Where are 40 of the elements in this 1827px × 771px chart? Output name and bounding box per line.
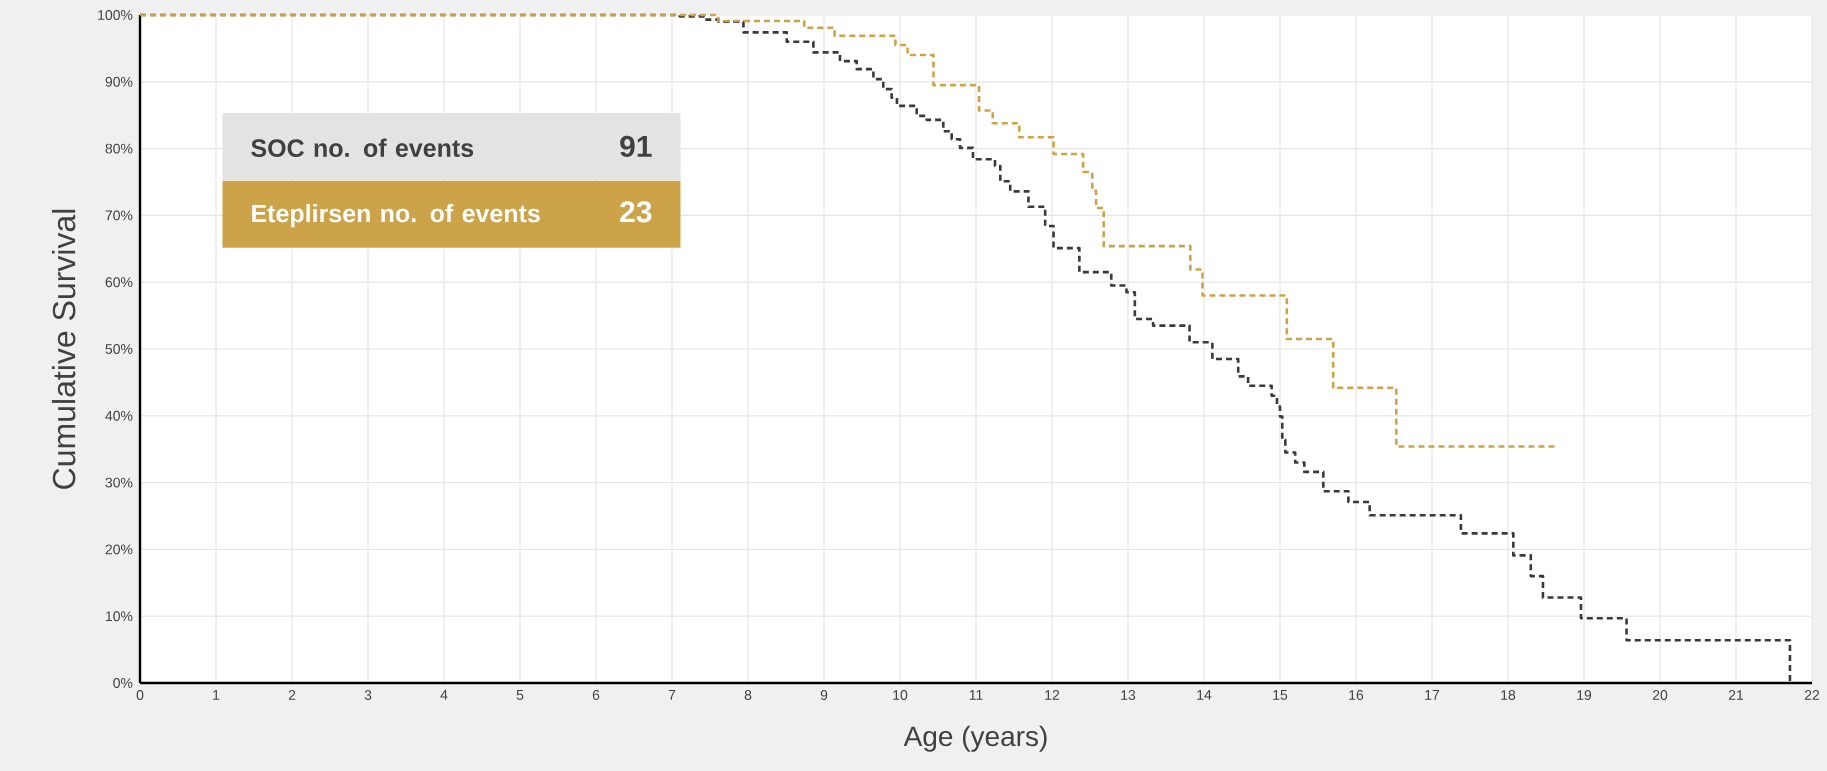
x-tick-label: 16 — [1349, 690, 1364, 700]
x-tick-label: 12 — [1045, 690, 1060, 700]
x-tick-label: 8 — [744, 690, 752, 700]
y-tick-label: 100% — [98, 10, 133, 20]
x-tick-label: 22 — [1804, 690, 1820, 700]
x-tick-label: 4 — [440, 690, 448, 700]
x-tick-label: 20 — [1652, 690, 1668, 700]
x-tick-label: 11 — [969, 690, 983, 700]
x-tick-label: 21 — [1728, 690, 1744, 700]
annotation: SOC no. of events — [251, 138, 474, 157]
x-tick-label: 15 — [1273, 690, 1288, 700]
x-tick-label: 2 — [288, 690, 296, 700]
y-axis-title: Cumulative Survival — [51, 209, 76, 489]
x-tick-label: 5 — [516, 690, 524, 700]
annotation: 91 — [620, 135, 652, 158]
annotation: Eteplirsen no. of events — [252, 203, 540, 228]
x-tick-label: 9 — [820, 690, 828, 700]
x-tick-label: 17 — [1425, 690, 1440, 700]
x-tick-label: 1 — [213, 690, 220, 700]
y-tick-label: 80% — [105, 143, 133, 154]
y-tick-label: 50% — [105, 344, 133, 354]
x-tick-label: 0 — [136, 690, 144, 700]
annotation: 23 — [620, 201, 652, 223]
y-tick-label: 40% — [105, 410, 133, 421]
y-tick-label: 20% — [105, 544, 133, 555]
y-tick-label: 0% — [113, 678, 133, 688]
x-tick-label: 7 — [668, 690, 676, 700]
x-tick-label: 14 — [1197, 690, 1212, 700]
y-tick-label: 70% — [105, 210, 133, 221]
x-tick-label: 10 — [893, 690, 908, 700]
x-tick-label: 19 — [1577, 690, 1592, 700]
y-tick-label: 30% — [105, 477, 133, 488]
y-tick-label: 10% — [105, 611, 133, 622]
x-tick-label: 13 — [1121, 690, 1136, 700]
x-tick-label: 3 — [364, 690, 372, 700]
y-tick-label: 60% — [105, 277, 133, 288]
x-tick-label: 18 — [1501, 690, 1516, 700]
x-axis-title: Age (years) — [903, 725, 1047, 752]
x-tick-label: 6 — [592, 690, 600, 700]
y-tick-label: 90% — [105, 76, 133, 87]
